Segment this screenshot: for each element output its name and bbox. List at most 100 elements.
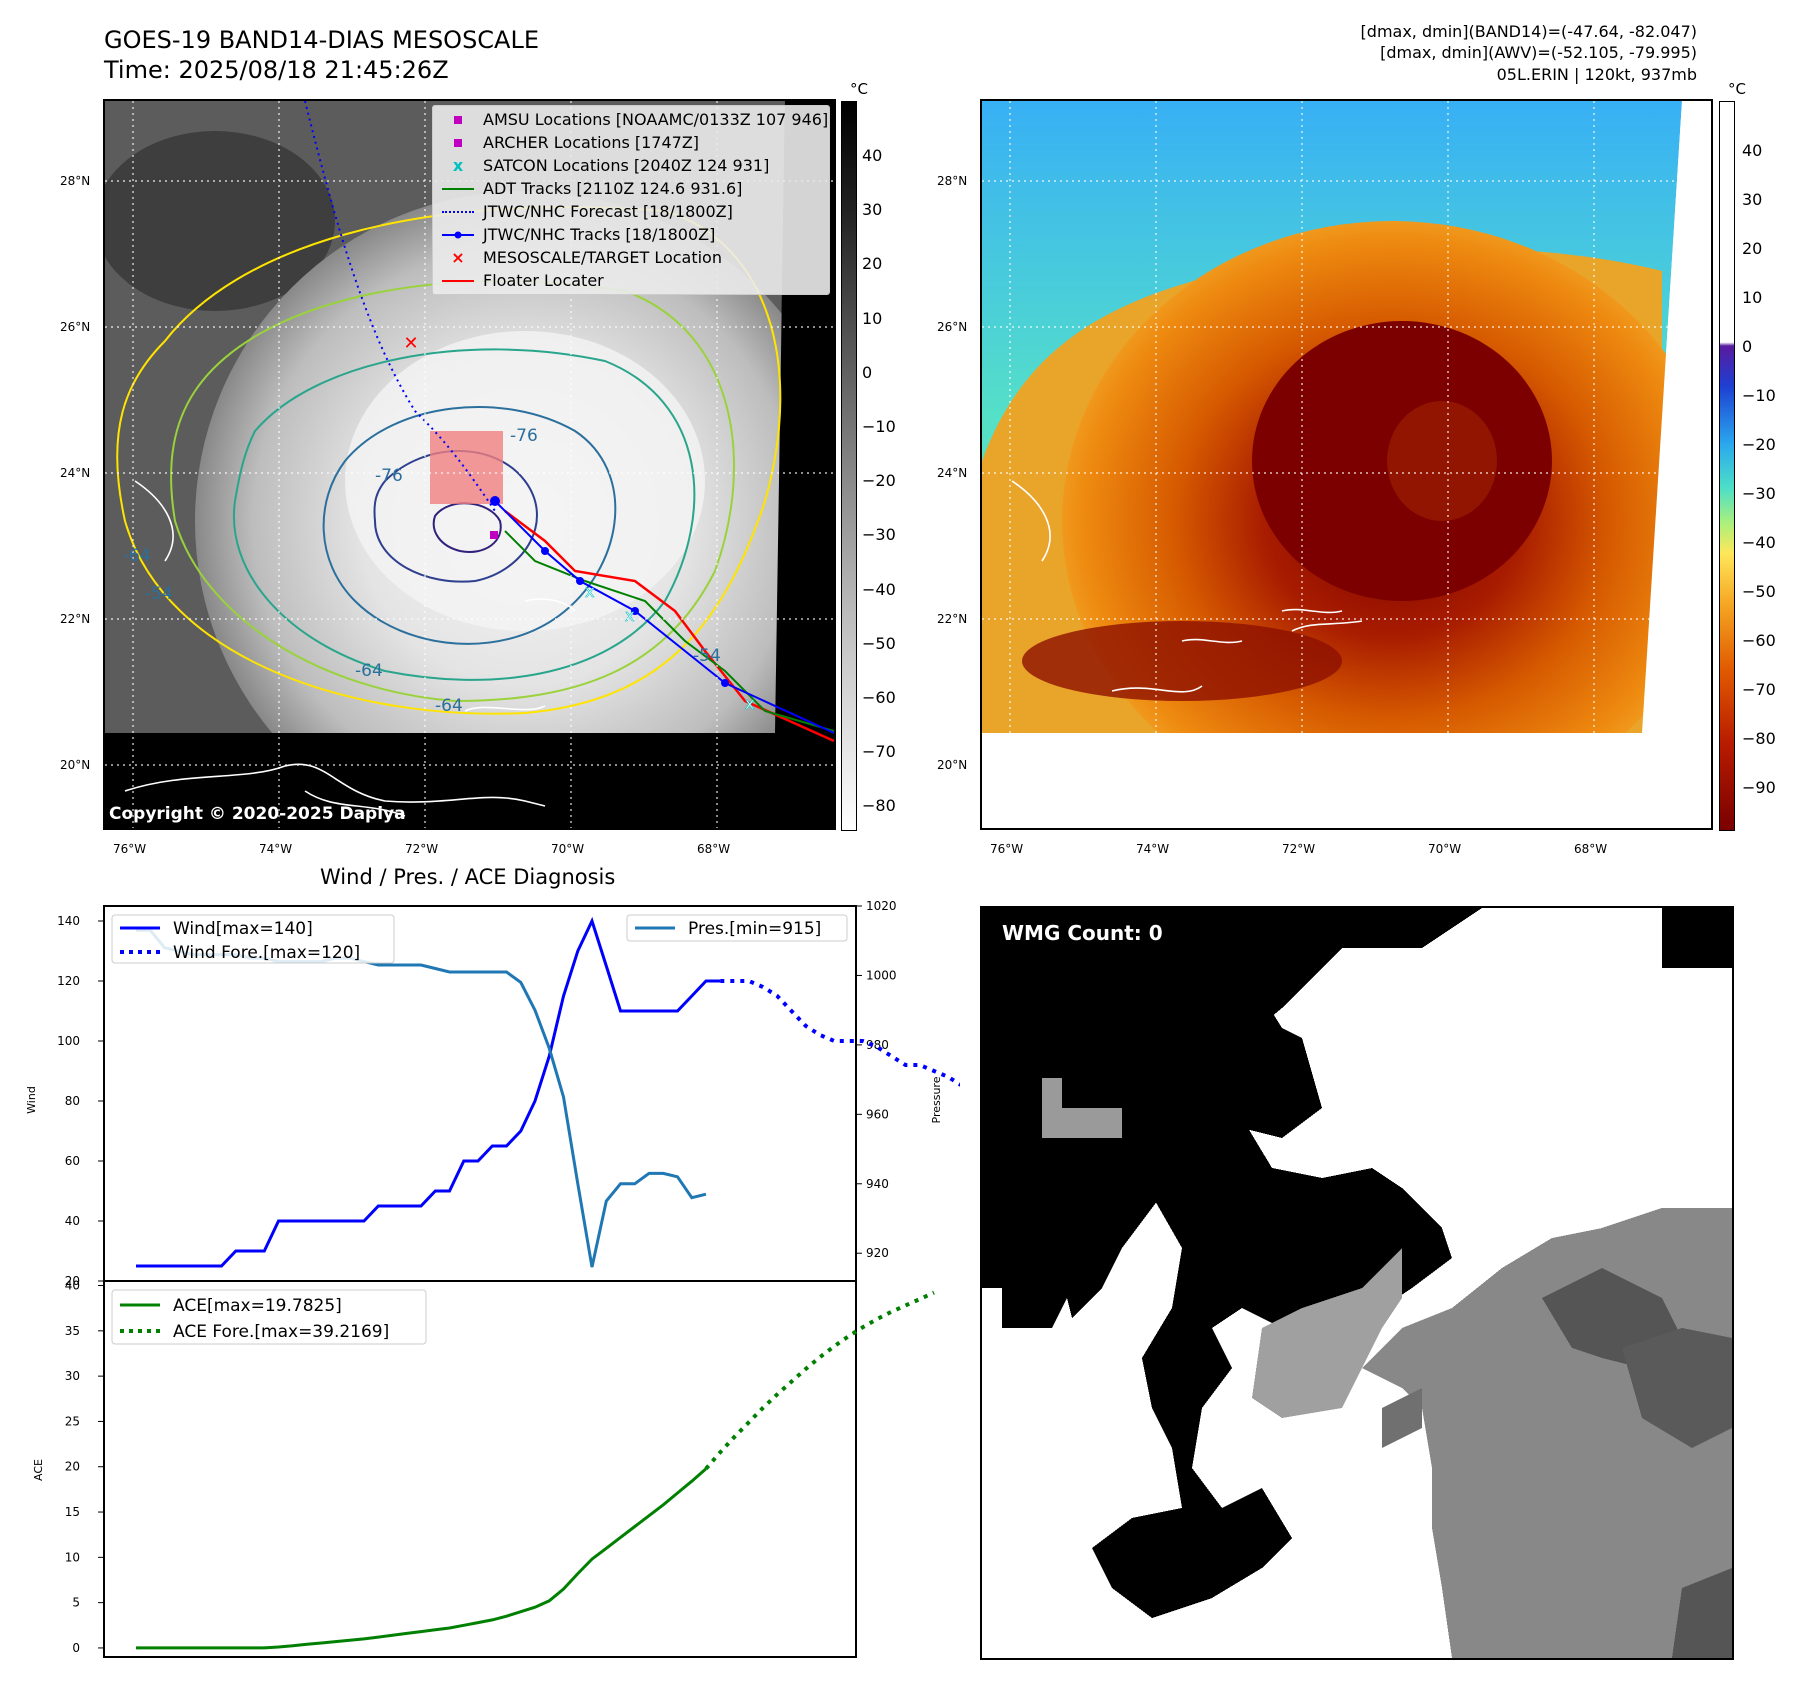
figure-title: GOES-19 BAND14-DIAS MESOSCALE [104,26,540,54]
ace-forecast-line [704,1290,935,1471]
contour-label: -64 [435,696,463,716]
gray-colorbar [841,101,857,831]
lon-label: 68°W [1574,842,1608,856]
pressure-ylabel: Pressure [930,1076,943,1123]
colorbar-tick-label: −30 [1742,484,1776,503]
colorbar-tick-label: −40 [862,579,896,599]
colorbar-tick-label: −40 [1742,533,1776,552]
wmg-image [982,908,1732,1658]
dotted-line-icon [433,210,483,213]
lat-label: 24°N [937,466,968,480]
legend-ace-fore: ACE Fore.[max=39.2169] [173,1322,389,1342]
svg-text:x: x [585,582,594,601]
wind-forecast-line [720,979,960,1087]
ace-tick-label: 25 [65,1414,80,1428]
colorbar-tick-label: 30 [862,200,883,220]
color-map-image [982,101,1711,828]
pressure-yticks: 1020 1000 980 960 940 920 [856,899,897,1260]
wind-tick-label: 80 [65,1094,80,1108]
legend-item-forecast: JTWC/NHC Forecast [18/1800Z] [433,200,829,223]
colorbar-tick-label: 30 [1742,190,1763,209]
ace-axes [103,1280,857,1658]
color-colorbar [1719,101,1735,831]
colorbar-tick-label: −50 [1742,582,1776,601]
colorbar-tick-label: −10 [862,417,896,436]
colorbar-tick-label: −20 [862,471,896,491]
colorbar-tick-label: −60 [862,688,896,707]
colorbar-tick-label: −30 [862,525,896,545]
copyright-text: Copyright © 2020-2025 Dapiya [109,804,406,824]
x-marker-icon: × [451,248,465,267]
wind-tick-label: 60 [65,1154,80,1168]
svg-text:✕: ✕ [403,333,418,354]
colorbar-tick-label: −80 [862,796,896,816]
lat-label: 26°N [60,320,91,334]
lat-label: 20°N [937,758,968,772]
ace-tick-label: 35 [65,1324,80,1338]
pressure-tick-label: 980 [866,1038,889,1052]
colorbar-tick-label: 0 [1742,337,1753,356]
color-colorbar-unit: °C [1728,80,1746,98]
colorbar-tick-label: −70 [1742,680,1776,699]
ace-tick-label: 0 [72,1641,80,1655]
colorbar-tick-label: 20 [1742,239,1763,258]
lon-label: 70°W [551,842,585,856]
lat-label: 24°N [60,466,91,480]
contour-label: -76 [375,466,403,486]
ace-series [136,1290,935,1650]
legend-pressure: Pres.[min=915] [688,919,821,939]
colorbar-tick-label: 10 [862,308,883,328]
colorbar-tick-label: −70 [862,742,896,762]
color-map-panel[interactable] [980,99,1713,830]
dmax-dmin-awv: [dmax, dmin](AWV)=(-52.105, -79.995) [1380,43,1697,62]
legend-ace: ACE[max=19.7825] [173,1296,342,1316]
pressure-tick-label: 1020 [866,899,897,913]
colorbar-tick-label: 40 [862,146,883,165]
colorbar-tick-label: 10 [1742,288,1763,307]
lat-label: 26°N [937,320,968,334]
legend-item-adt: ADT Tracks [2110Z 124.6 931.6] [433,177,829,200]
ace-line [136,1467,707,1650]
dmax-dmin-band14: [dmax, dmin](BAND14)=(-47.64, -82.047) [1360,22,1697,41]
legend-item-archer: ARCHER Locations [1747Z] [433,131,829,154]
ace-tick-label: 20 [65,1460,80,1474]
contour-label: -64 [355,661,383,681]
ir-map-panel[interactable]: ✕ x x x -76 -76 -64 -54 -64 -54 -64 Copyri… [103,99,836,830]
map-legend: AMSU Locations [NOAAMC/0133Z 107 946] AR… [432,105,830,295]
contour-label: -64 [123,546,151,566]
wmg-count-badge: WMG Count: 0 [994,918,1171,948]
colorbar-tick-label: −60 [1742,631,1776,650]
colorbar-tick-label: −50 [862,633,896,653]
legend-item-amsu: AMSU Locations [NOAAMC/0133Z 107 946] [433,108,829,131]
ace-tick-label: 15 [65,1505,80,1519]
pressure-tick-label: 940 [866,1177,889,1191]
pressure-tick-label: 1000 [866,968,897,982]
lon-label: 74°W [1136,842,1170,856]
colorbar-tick-label: −80 [1742,729,1776,748]
wmg-panel[interactable]: WMG Count: 0 [980,906,1734,1660]
square-marker-icon [433,115,483,124]
lon-label: 76°W [113,842,147,856]
lon-label: 76°W [990,842,1024,856]
colorbar-tick-label: −10 [1742,386,1776,405]
lat-label: 28°N [937,174,968,188]
storm-info: 05L.ERIN | 120kt, 937mb [1496,65,1697,84]
legend-item-target: × MESOSCALE/TARGET Location [433,246,829,269]
dot-line-icon [433,230,483,240]
svg-text:x: x [745,694,754,713]
line-icon [433,187,483,190]
lon-label: 68°W [697,842,731,856]
gray-colorbar-unit: °C [850,80,868,98]
contour-label: -76 [510,426,538,446]
ace-tick-label: 5 [72,1596,80,1610]
colorbar-tick-label: −90 [1742,778,1776,797]
pressure-line [136,928,707,1268]
wind-ylabel: Wind [25,1086,38,1114]
lat-label: 28°N [60,174,91,188]
wind-legend: Wind[max=140] Wind Fore.[max=120] [111,914,395,964]
colorbar-tick-label: 20 [862,254,883,274]
lon-label: 72°W [405,842,439,856]
wind-series [136,916,960,1268]
wind-tick-label: 140 [57,914,80,928]
